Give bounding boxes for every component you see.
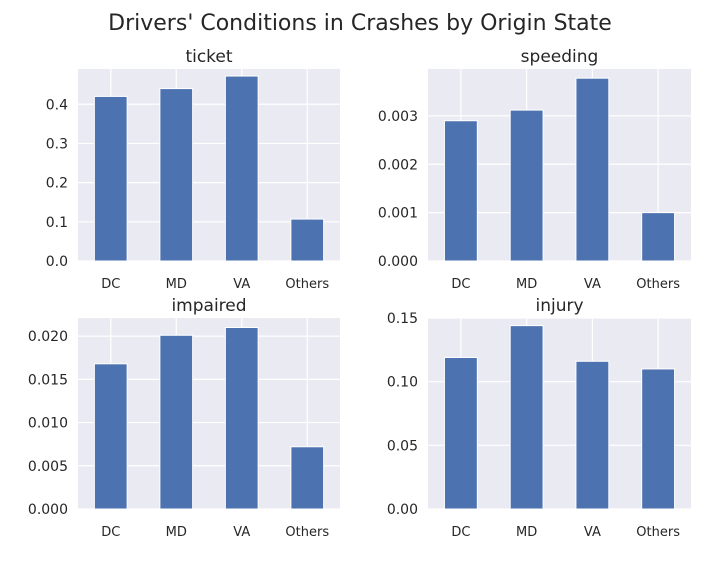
ytick-label-impaired-0: 0.000 bbox=[28, 502, 68, 518]
figure-title: Drivers' Conditions in Crashes by Origin… bbox=[108, 11, 612, 36]
ytick-label-impaired-2: 0.010 bbox=[28, 416, 68, 432]
ytick-label-impaired-4: 0.020 bbox=[28, 329, 68, 345]
bar-speeding-va bbox=[575, 77, 610, 262]
ytick-label-ticket-0: 0.0 bbox=[46, 254, 68, 270]
bar-impaired-md bbox=[159, 334, 194, 510]
ytick-label-injury-3: 0.15 bbox=[387, 311, 418, 327]
xtick-label-injury-dc: DC bbox=[451, 525, 470, 540]
bar-ticket-dc bbox=[93, 95, 128, 262]
ytick-label-ticket-2: 0.2 bbox=[46, 176, 68, 192]
ytick-label-ticket-4: 0.4 bbox=[46, 97, 68, 113]
subplot-ticket: 0.0 0.1 0.2 0.3 0.4 DC MD VA Others ticket bbox=[46, 47, 340, 292]
xtick-label-injury-va: VA bbox=[584, 525, 601, 540]
ytick-label-speeding-2: 0.002 bbox=[378, 157, 418, 173]
xtick-label-ticket-dc: DC bbox=[101, 277, 120, 292]
xtick-label-ticket-others: Others bbox=[285, 277, 329, 292]
subplot-impaired: 0.000 0.005 0.010 0.015 0.020 DC MD VA Others imp… bbox=[28, 296, 340, 540]
ytick-label-ticket-3: 0.3 bbox=[46, 136, 68, 152]
ytick-label-injury-1: 0.05 bbox=[387, 438, 418, 454]
ytick-label-speeding-3: 0.003 bbox=[378, 109, 418, 125]
subplot-title-injury: injury bbox=[535, 296, 583, 316]
xtick-label-injury-others: Others bbox=[636, 525, 680, 540]
bar-impaired-dc bbox=[93, 363, 128, 510]
bar-impaired-va bbox=[224, 327, 259, 510]
ytick-label-impaired-1: 0.005 bbox=[28, 459, 68, 475]
bar-injury-md bbox=[509, 325, 544, 510]
ytick-label-injury-2: 0.10 bbox=[387, 375, 418, 391]
ytick-label-injury-0: 0.00 bbox=[387, 502, 418, 518]
bar-speeding-md bbox=[509, 109, 544, 262]
subplot-speeding: 0.000 0.001 0.002 0.003 DC MD VA Others speeding bbox=[378, 47, 691, 292]
ytick-label-speeding-0: 0.000 bbox=[378, 254, 418, 270]
bar-injury-others bbox=[641, 368, 676, 510]
xtick-label-ticket-va: VA bbox=[233, 277, 250, 292]
subplots: 0.00.10.20.30.4DC MD VA Othersticket0.0000.… bbox=[28, 47, 691, 540]
bar-ticket-md bbox=[159, 88, 194, 262]
xtick-label-speeding-va: VA bbox=[584, 277, 601, 292]
ytick-label-impaired-3: 0.015 bbox=[28, 372, 68, 388]
xtick-label-impaired-others: Others bbox=[285, 525, 329, 540]
bar-impaired-others bbox=[290, 446, 325, 510]
xtick-label-impaired-md: MD bbox=[166, 525, 187, 540]
ytick-label-ticket-1: 0.1 bbox=[46, 215, 68, 231]
bar-ticket-va bbox=[224, 75, 259, 262]
xtick-label-injury-md: MD bbox=[516, 525, 537, 540]
xtick-label-speeding-others: Others bbox=[636, 277, 680, 292]
bar-injury-va bbox=[575, 360, 610, 510]
ytick-label-speeding-1: 0.001 bbox=[378, 206, 418, 222]
subplot-injury: 0.00 0.05 0.10 0.15 DC MD VA Others injury bbox=[387, 296, 691, 540]
bar-ticket-others bbox=[290, 218, 325, 262]
xtick-label-impaired-va: VA bbox=[233, 525, 250, 540]
bar-speeding-dc bbox=[443, 120, 478, 262]
subplot-title-speeding: speeding bbox=[521, 47, 599, 67]
xtick-label-impaired-dc: DC bbox=[101, 525, 120, 540]
xtick-label-speeding-dc: DC bbox=[451, 277, 470, 292]
xtick-label-ticket-md: MD bbox=[166, 277, 187, 292]
subplot-title-impaired: impaired bbox=[171, 296, 246, 316]
xtick-label-speeding-md: MD bbox=[516, 277, 537, 292]
bar-injury-dc bbox=[443, 356, 478, 510]
bar-speeding-others bbox=[641, 212, 676, 262]
subplot-title-ticket: ticket bbox=[185, 47, 232, 67]
